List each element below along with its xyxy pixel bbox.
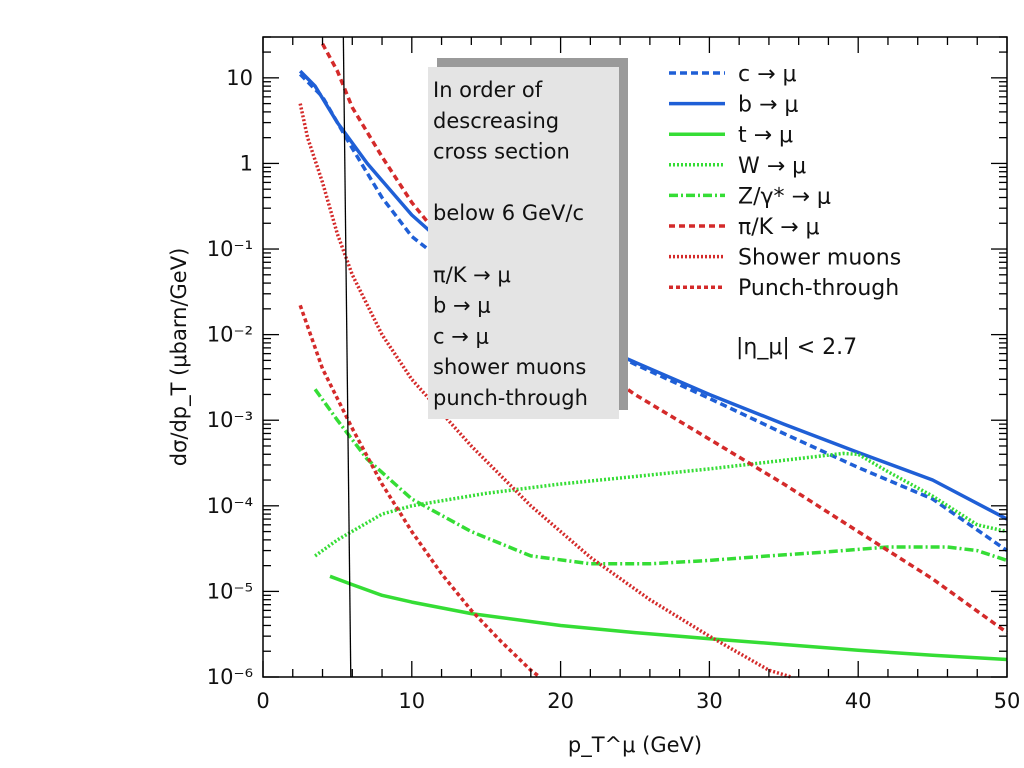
eta-cut-text: |η_μ| < 2.7 [736, 335, 857, 360]
x-tick-label: 40 [845, 689, 872, 713]
annotation-line: π/K → μ [433, 263, 511, 287]
x-tick-labels: 0 10 20 30 40 50 [256, 689, 1020, 713]
legend-label-6: Shower muons [738, 246, 901, 271]
axis-ticks [262, 36, 1008, 678]
y-tick-label: 1 [240, 151, 253, 175]
y-tick-label: 10⁻⁴ [207, 494, 253, 518]
series-line-3 [314, 451, 1008, 558]
y-tick-label: 10⁻⁶ [207, 665, 253, 689]
eta-cut-label: |η_μ| < 2.7 [736, 335, 857, 360]
series-line-0 [298, 73, 1008, 553]
x-tick-label: 50 [994, 689, 1021, 713]
annotation-line: c → μ [433, 324, 489, 348]
y-tick-label: 10⁻¹ [207, 237, 253, 261]
annotation-line: In order of [433, 78, 543, 102]
annotation-box-panel [428, 67, 619, 419]
y-tick-label: 10 [226, 66, 253, 90]
annotation-line: punch-through [433, 386, 588, 410]
series-line-4 [313, 388, 1008, 566]
vertical-marker-line [342, 36, 352, 678]
annotation-text: In order of descreasing cross section below… [433, 78, 588, 410]
legend-label-3: W → μ [738, 154, 806, 179]
legend-label-1: b → μ [738, 93, 798, 118]
series-line-2 [329, 574, 1008, 662]
y-tick-labels: 10 1 10⁻¹ 10⁻² 10⁻³ 10⁻⁴ 10⁻⁵ 10⁻⁶ [207, 66, 253, 689]
legend: c → μ b → μ t → μ W → μ Z/γ* → μ π/K → μ Showe… [669, 62, 901, 301]
x-tick-label: 20 [547, 689, 574, 713]
series-line-5 [320, 42, 1009, 635]
y-tick-label: 10⁻² [207, 323, 253, 347]
legend-label-0: c → μ [738, 62, 797, 87]
y-tick-label: 10⁻⁵ [207, 579, 253, 603]
y-tick-label: 10⁻³ [207, 408, 253, 432]
legend-label-2: t → μ [738, 123, 793, 148]
annotation-line: descreasing [433, 109, 559, 133]
series-line-7 [298, 304, 541, 679]
y-axis-title: dσ/dp_T (μbarn/GeV) [167, 248, 192, 467]
legend-label-5: π/K → μ [738, 215, 820, 240]
series-curves [298, 42, 1009, 679]
x-axis-title: p_T^μ (GeV) [568, 733, 702, 758]
x-tick-label: 30 [696, 689, 723, 713]
legend-label-7: Punch-through [738, 276, 899, 301]
annotation-line: cross section [433, 140, 570, 164]
x-tick-label: 0 [256, 689, 269, 713]
annotation-line: b → μ [433, 294, 491, 318]
x-tick-label: 10 [398, 689, 425, 713]
legend-label-4: Z/γ* → μ [738, 184, 831, 209]
annotation-line: below 6 GeV/c [433, 201, 584, 225]
annotation-line: shower muons [433, 355, 586, 379]
plot-frame [262, 36, 1008, 678]
annotation-box: In order of descreasing cross section below… [428, 58, 628, 419]
series-line-1 [298, 69, 1008, 521]
